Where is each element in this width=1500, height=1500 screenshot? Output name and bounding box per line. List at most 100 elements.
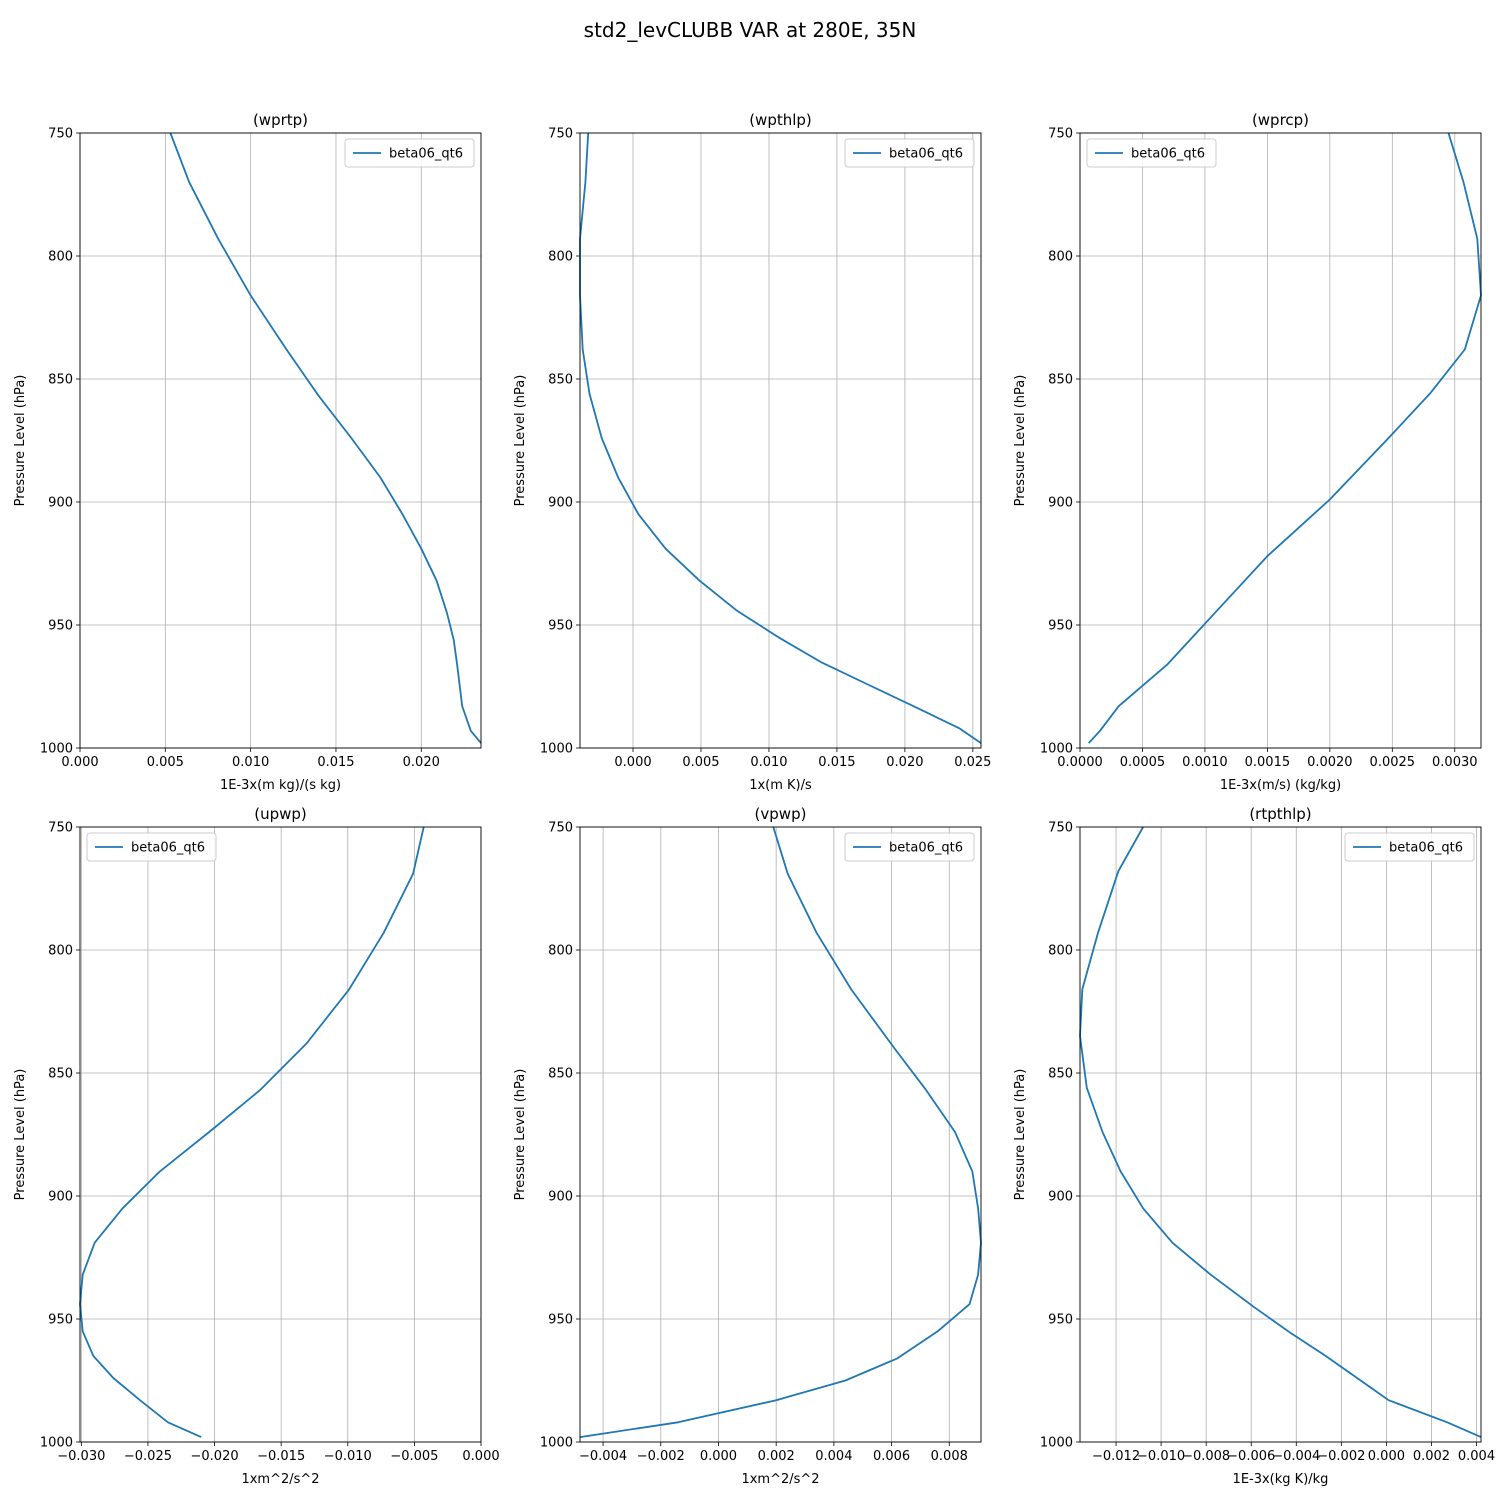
legend-box <box>344 138 475 168</box>
plot-area <box>1080 827 1481 1442</box>
x-tick-label: 0.004 <box>815 1449 852 1464</box>
x-axis-label: 1xm^2/s^2 <box>741 1472 819 1487</box>
x-tick-label: −0.015 <box>257 1449 305 1464</box>
x-tick-label: −0.010 <box>324 1449 372 1464</box>
x-axis-label: 1x(m K)/s <box>749 778 812 793</box>
x-axis-label: 1E-3x(kg K)/kg <box>1233 1472 1329 1487</box>
subplot-wprtp: 0.000 0.005 0.010 0.015 0.020 750 800 850 900 950… <box>13 111 482 793</box>
y-axis-label: Pressure Level (hPa) <box>13 1069 28 1201</box>
y-tick-label: 900 <box>1048 1190 1073 1205</box>
x-tick-label: 0.025 <box>954 755 991 770</box>
x-tick-label: −0.004 <box>1272 1449 1320 1464</box>
plot-area <box>580 827 981 1442</box>
legend-label: beta06_qt6 <box>1389 841 1463 856</box>
x-tick-label: 0.0025 <box>1370 755 1416 770</box>
x-axis-label: 1E-3x(m kg)/(s kg) <box>220 778 341 793</box>
y-tick-label: 850 <box>1048 373 1073 388</box>
x-tick-label: 0.0005 <box>1120 755 1166 770</box>
plot-area <box>580 133 981 748</box>
y-axis-label: Pressure Level (hPa) <box>1013 1069 1028 1201</box>
y-tick-label: 850 <box>548 373 573 388</box>
plot-frame <box>579 132 982 749</box>
y-tick-label: 900 <box>1048 496 1073 511</box>
y-tick-label: 1000 <box>1040 1436 1073 1451</box>
legend: beta06_qt6 <box>86 832 217 862</box>
x-tick-label: 0.000 <box>700 1449 737 1464</box>
subplot-title: (wprcp) <box>1252 111 1309 129</box>
y-axis-label: Pressure Level (hPa) <box>13 375 28 507</box>
y-tick-label: 950 <box>48 619 73 634</box>
x-axis-label: 1xm^2/s^2 <box>241 1472 319 1487</box>
y-tick-label: 1000 <box>40 742 73 757</box>
x-tick-label: 0.002 <box>1413 1449 1450 1464</box>
plot-frame <box>1079 826 1482 1443</box>
y-tick-label: 1000 <box>1040 742 1073 757</box>
legend-label: beta06_qt6 <box>131 841 205 856</box>
x-tick-label: 0.015 <box>818 755 855 770</box>
x-tick-label: 0.000 <box>1368 1449 1405 1464</box>
x-tick-label: −0.030 <box>57 1449 105 1464</box>
x-tick-label: −0.004 <box>579 1449 627 1464</box>
x-tick-label: −0.025 <box>124 1449 172 1464</box>
y-tick-label: 800 <box>1048 250 1073 265</box>
y-tick-label: 800 <box>548 250 573 265</box>
x-tick-label: 0.008 <box>931 1449 968 1464</box>
x-tick-label: −0.006 <box>1227 1449 1275 1464</box>
subplot-vpwp: −0.004 −0.002 0.000 0.002 0.004 0.006 0.008 750… <box>513 805 982 1487</box>
series-line <box>579 826 982 1438</box>
legend-box <box>844 832 975 862</box>
y-tick-label: 850 <box>1048 1067 1073 1082</box>
y-tick-label: 900 <box>548 1190 573 1205</box>
y-tick-label: 900 <box>548 496 573 511</box>
subplot-title: (wprtp) <box>253 111 308 129</box>
x-tick-label: −0.012 <box>1092 1449 1140 1464</box>
x-tick-label: 0.002 <box>758 1449 795 1464</box>
x-tick-label: 0.020 <box>886 755 923 770</box>
y-tick-label: 750 <box>1048 127 1073 142</box>
x-tick-label: −0.008 <box>1182 1449 1230 1464</box>
y-tick-label: 900 <box>48 496 73 511</box>
x-tick-label: 0.020 <box>403 755 440 770</box>
subplot-upwp: −0.030 −0.025 −0.020 −0.015 −0.010 −0.005 0.00… <box>13 805 500 1487</box>
y-tick-label: 850 <box>48 1067 73 1082</box>
subplot-title: (upwp) <box>254 805 307 823</box>
legend: beta06_qt6 <box>344 138 475 168</box>
y-tick-label: 750 <box>48 821 73 836</box>
y-tick-label: 800 <box>48 944 73 959</box>
y-tick-label: 950 <box>48 1313 73 1328</box>
y-tick-label: 1000 <box>540 742 573 757</box>
x-tick-label: −0.010 <box>1137 1449 1185 1464</box>
x-tick-label: 0.015 <box>317 755 354 770</box>
series-line <box>1079 826 1482 1438</box>
y-tick-label: 800 <box>548 944 573 959</box>
series-line <box>1088 132 1482 744</box>
x-tick-label: 0.006 <box>873 1449 910 1464</box>
subplot-wprcp: 0.0000 0.0005 0.0010 0.0015 0.0020 0.0025 0.00… <box>1013 111 1482 793</box>
y-tick-label: 800 <box>48 250 73 265</box>
x-tick-label: 0.0015 <box>1245 755 1291 770</box>
y-tick-label: 950 <box>548 619 573 634</box>
x-tick-label: −0.005 <box>390 1449 438 1464</box>
legend: beta06_qt6 <box>844 832 975 862</box>
series-line <box>169 132 482 744</box>
legend: beta06_qt6 <box>1086 138 1217 168</box>
figure-title: std2_levCLUBB VAR at 280E, 35N <box>584 18 917 42</box>
plot-area <box>1080 133 1481 748</box>
subplot-wpthlp: 0.000 0.005 0.010 0.015 0.020 0.025 750 800 850 9… <box>513 111 991 793</box>
y-tick-label: 750 <box>48 127 73 142</box>
x-tick-label: 0.005 <box>682 755 719 770</box>
plot-area <box>80 827 481 1442</box>
x-tick-label: 0.000 <box>462 1449 499 1464</box>
plot-area <box>80 133 481 748</box>
legend-label: beta06_qt6 <box>389 147 463 162</box>
subplot-title: (wpthlp) <box>749 111 812 129</box>
y-axis-label: Pressure Level (hPa) <box>1013 375 1028 507</box>
plot-frame <box>1079 132 1482 749</box>
x-tick-label: 0.010 <box>232 755 269 770</box>
subplot-title: (rtpthlp) <box>1249 805 1311 823</box>
x-tick-label: 0.000 <box>614 755 651 770</box>
legend-box <box>1086 138 1217 168</box>
y-tick-label: 750 <box>548 127 573 142</box>
y-tick-label: 850 <box>48 373 73 388</box>
